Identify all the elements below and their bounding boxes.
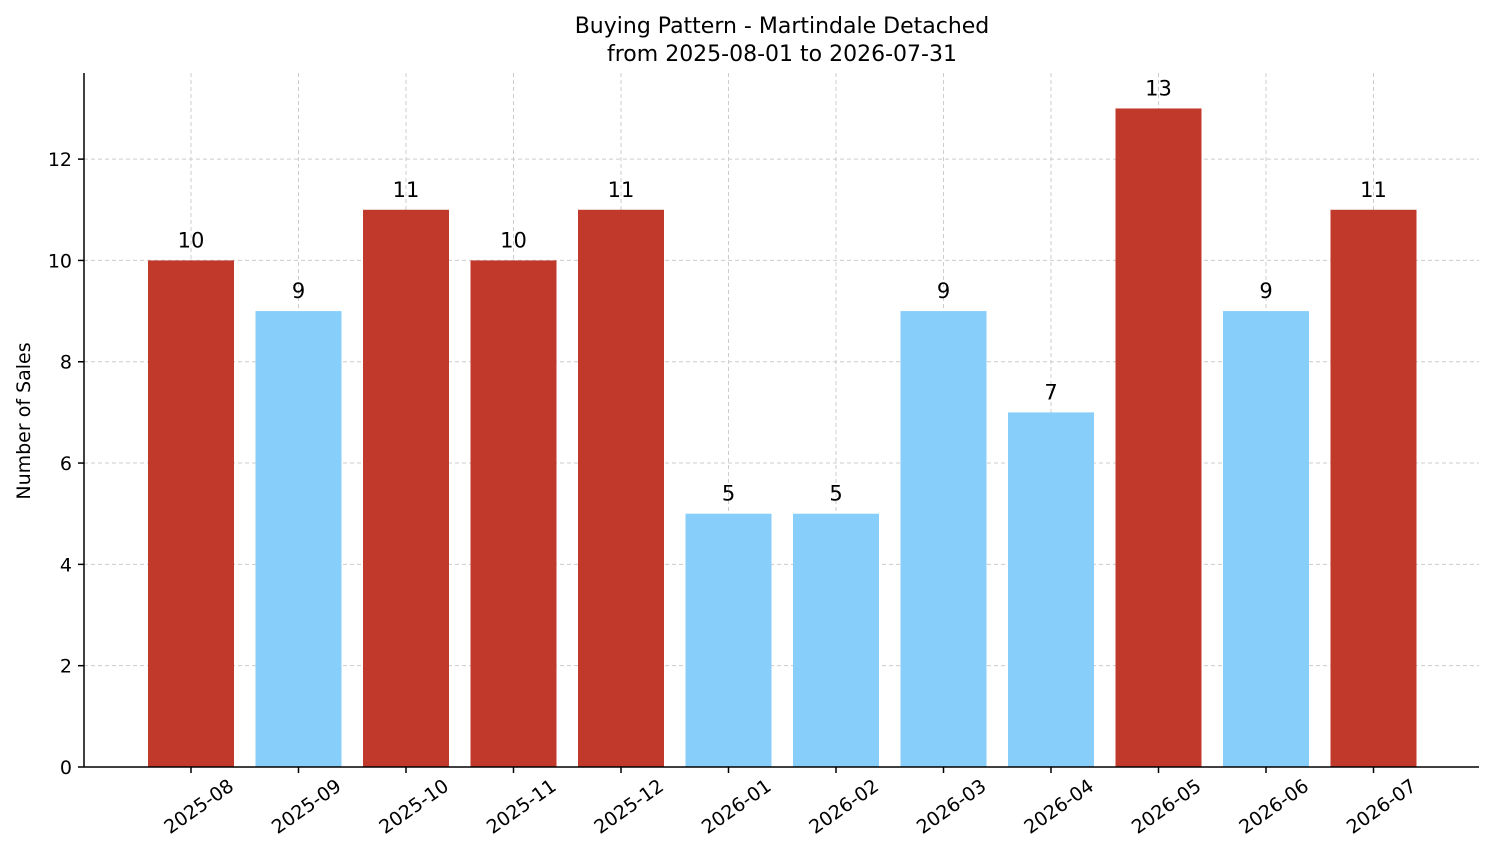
x-tick-label: 2026-02: [805, 775, 883, 839]
bar-value-label: 7: [1044, 380, 1057, 404]
bar-value-label: 9: [937, 279, 950, 303]
bar: [900, 311, 987, 767]
bar-value-label: 5: [722, 482, 735, 506]
chart-title-line1: Buying Pattern - Martindale Detached: [575, 14, 990, 39]
bar-value-label: 13: [1145, 76, 1172, 100]
bar: [148, 260, 234, 767]
bar: [1008, 412, 1094, 767]
y-tick-label: 2: [60, 656, 72, 678]
bar-value-label: 11: [608, 178, 635, 202]
bar: [255, 311, 342, 767]
bar-value-label: 9: [1259, 279, 1272, 303]
bar-value-label: 10: [178, 228, 205, 252]
bar: [1115, 108, 1202, 768]
bar-value-label: 9: [292, 279, 305, 303]
bar-value-label: 5: [829, 482, 842, 506]
x-tick-label: 2026-06: [1235, 775, 1313, 839]
x-tick-label: 2025-09: [268, 775, 346, 839]
bar: [685, 513, 772, 767]
y-tick-label: 0: [60, 757, 72, 779]
y-tick-label: 8: [60, 352, 72, 374]
x-tick-label: 2026-04: [1020, 775, 1098, 839]
bar-value-label: 11: [1360, 178, 1387, 202]
x-tick-label: 2025-12: [590, 775, 668, 839]
bar-value-label: 11: [393, 178, 420, 202]
value-labels-layer: 10 9 11 10 11 5 5 9 7 13 9 11: [178, 76, 1387, 505]
bar: [1223, 311, 1309, 767]
y-axis-label: Number of Sales: [13, 342, 35, 499]
y-tick-label: 6: [60, 453, 72, 475]
bar: [793, 513, 879, 767]
x-tick-label: 2026-03: [913, 775, 991, 839]
bars-layer: [148, 108, 1417, 768]
x-tick-label: 2025-08: [160, 775, 238, 839]
y-tick-label: 10: [48, 250, 72, 272]
bar-value-label: 10: [500, 228, 527, 252]
bar: [363, 209, 449, 767]
bar: [1330, 209, 1417, 767]
chart-title-line2: from 2025-08-01 to 2026-07-31: [607, 42, 957, 67]
y-tick-label: 4: [60, 554, 72, 576]
x-tick-label: 2026-07: [1343, 775, 1421, 839]
x-tick-label: 2025-10: [375, 775, 453, 839]
y-tick-label: 12: [48, 149, 72, 171]
bar: [470, 260, 557, 767]
x-tick-label: 2025-11: [483, 775, 561, 839]
bar: [578, 209, 664, 767]
x-tick-label: 2026-01: [698, 775, 776, 839]
x-tick-label: 2026-05: [1128, 775, 1206, 839]
